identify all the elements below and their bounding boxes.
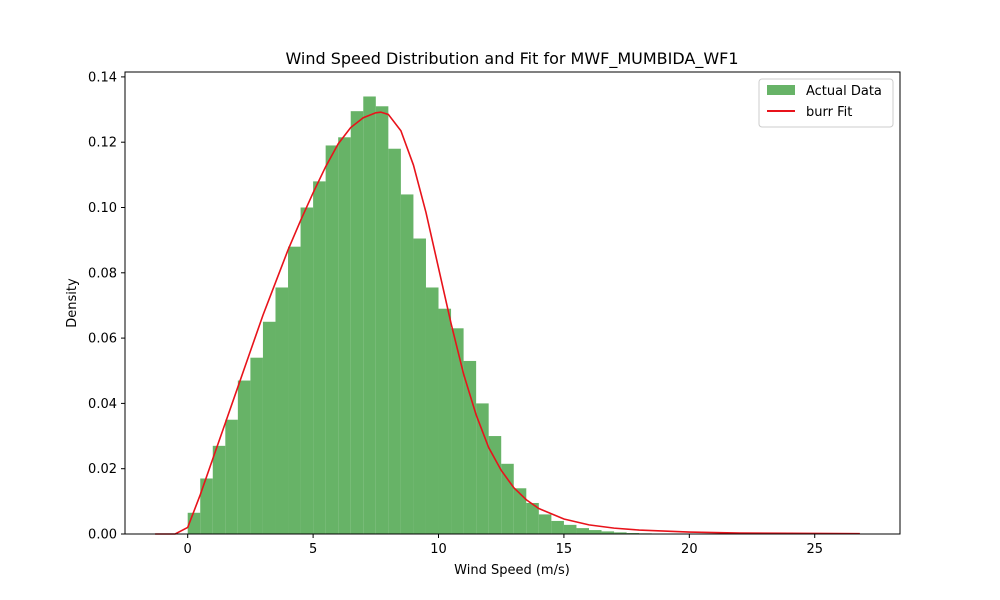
legend-swatch-actual-data: [767, 85, 795, 95]
histogram-bar: [262, 321, 276, 534]
y-tick-label: 0.00: [88, 528, 117, 543]
x-tick-label: 20: [681, 542, 698, 557]
histogram-bar: [425, 287, 439, 534]
histogram-bar: [538, 514, 552, 534]
chart-title: Wind Speed Distribution and Fit for MWF_…: [285, 49, 738, 69]
legend: Actual Data burr Fit: [758, 78, 894, 128]
y-tick-label: 0.14: [88, 70, 117, 85]
x-tick-label: 15: [556, 542, 573, 557]
x-tick-label: 10: [430, 542, 447, 557]
histogram-bar: [501, 463, 514, 534]
histogram-bars: [187, 96, 690, 535]
histogram-bar: [212, 445, 226, 534]
histogram-bar: [563, 524, 577, 534]
legend-label-burr-fit: burr Fit: [806, 105, 852, 120]
y-axis-label: Density: [65, 278, 80, 328]
histogram-bar: [438, 308, 452, 534]
histogram-bar: [551, 520, 564, 534]
histogram-bar: [589, 530, 602, 534]
histogram-bar: [288, 246, 301, 534]
histogram-bar: [513, 488, 527, 534]
histogram-bar: [300, 207, 314, 534]
y-tick-label: 0.10: [88, 201, 117, 216]
histogram-bar: [601, 531, 615, 534]
histogram-bar: [350, 111, 364, 535]
histogram-bar: [413, 238, 426, 534]
histogram-bar: [325, 145, 339, 534]
histogram-bar: [363, 96, 376, 535]
y-tick-label: 0.02: [88, 462, 117, 477]
y-tick-label: 0.04: [88, 397, 117, 412]
x-tick-label: 0: [184, 542, 192, 557]
legend-label-actual-data: Actual Data: [806, 84, 882, 99]
x-tick-label: 5: [309, 542, 317, 557]
histogram-bar: [614, 532, 627, 534]
histogram-bar: [338, 137, 351, 535]
histogram-bar: [237, 380, 251, 534]
histogram-bar: [388, 148, 401, 535]
histogram-bar: [400, 194, 414, 534]
y-tick-label: 0.08: [88, 266, 117, 281]
histogram-bar: [576, 528, 589, 534]
y-tick-label: 0.12: [88, 136, 117, 151]
histogram-bar: [375, 106, 389, 534]
histogram-bar: [488, 436, 502, 534]
histogram-bar: [476, 403, 489, 534]
x-axis-ticks: 0 5 10 15 20 25: [184, 534, 823, 557]
y-axis-ticks: 0.00 0.02 0.04 0.06 0.08 0.10 0.12 0.14: [88, 70, 125, 543]
histogram-bar: [463, 360, 477, 534]
plot-area: [155, 96, 860, 535]
histogram-bar: [225, 419, 238, 534]
histogram-bar: [200, 478, 213, 534]
histogram-bar: [275, 287, 289, 534]
plot-frame: [124, 71, 901, 535]
y-tick-label: 0.06: [88, 332, 117, 347]
histogram-bar: [313, 181, 326, 534]
fit-curve: [155, 111, 860, 535]
histogram-bar: [250, 357, 263, 534]
histogram-bar: [526, 502, 539, 534]
histogram-bar: [451, 328, 464, 534]
x-tick-label: 25: [806, 542, 823, 557]
x-axis-label: Wind Speed (m/s): [454, 563, 570, 578]
